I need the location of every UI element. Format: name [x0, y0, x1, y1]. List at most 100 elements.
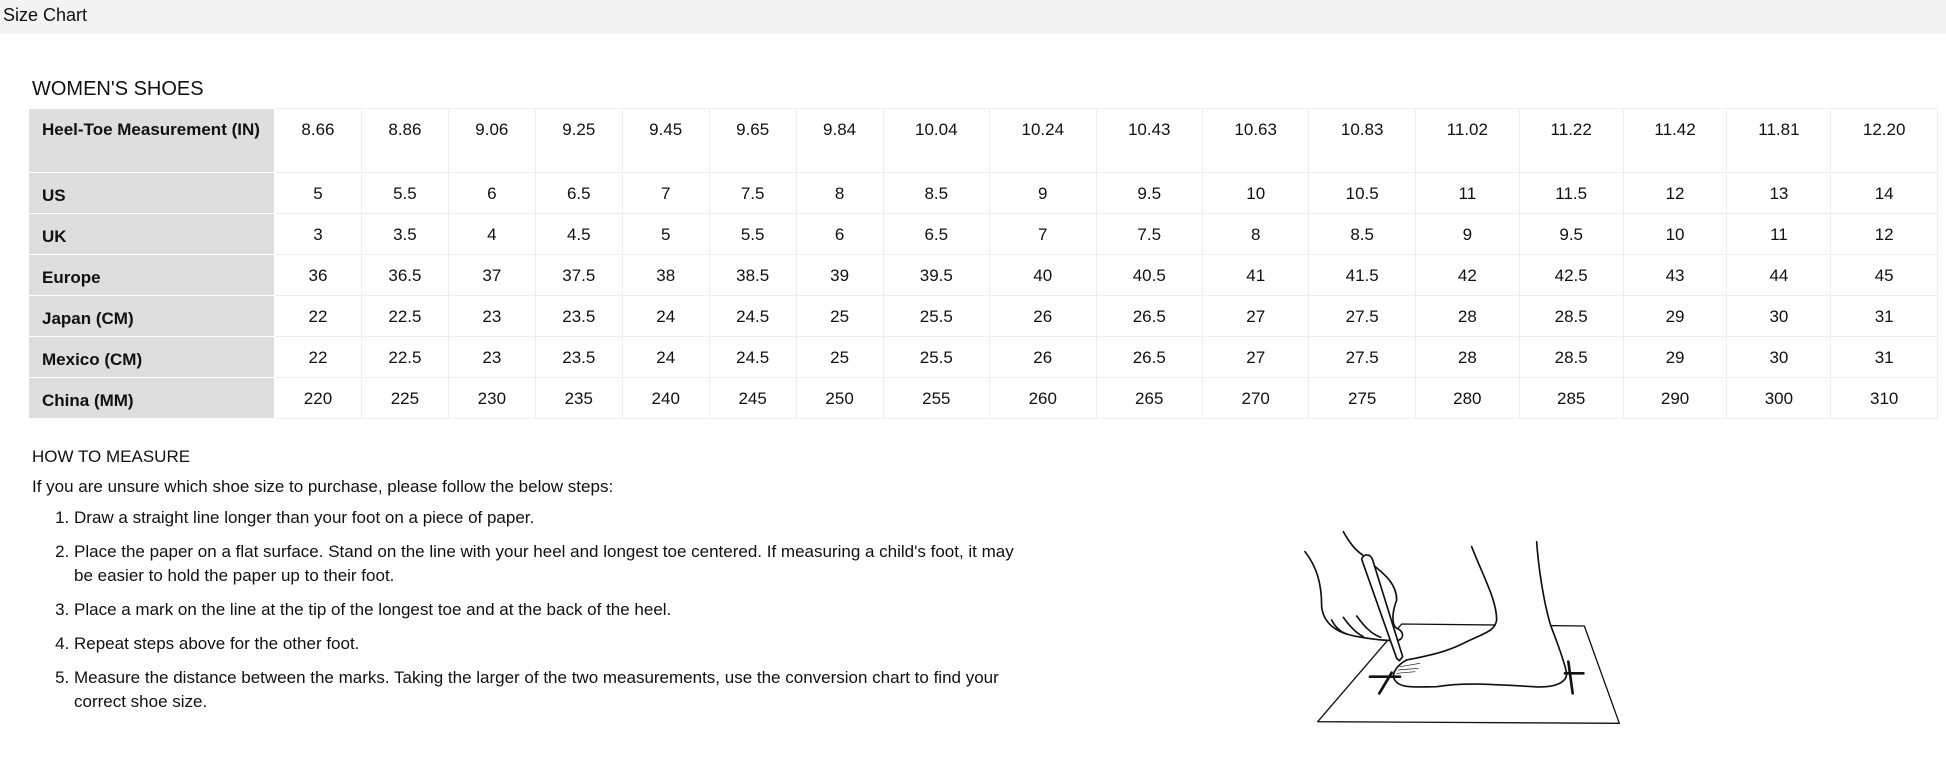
toe-mark — [1368, 671, 1402, 695]
table-row: Heel-Toe Measurement (IN) 8.66 8.86 9.06 9.2… — [28, 108, 1938, 173]
table-cell: 27 — [1201, 336, 1310, 378]
table-cell: 8 — [1201, 213, 1310, 255]
table-cell: 23 — [447, 336, 536, 378]
table-cell: 39.5 — [882, 254, 991, 296]
paper-shape — [1317, 623, 1620, 724]
table-cell: 12.20 — [1830, 108, 1938, 173]
table-cell: 25.5 — [882, 295, 991, 337]
table-cell: 29 — [1622, 295, 1728, 337]
table-cell: 23.5 — [534, 336, 623, 378]
table-cell: 10 — [1201, 172, 1310, 214]
table-cell: 11.22 — [1518, 108, 1624, 173]
header-bar: Size Chart — [0, 0, 1946, 34]
table-cell: 11.42 — [1622, 108, 1728, 173]
table-cell: 6.5 — [534, 172, 623, 214]
table-cell: 40.5 — [1095, 254, 1203, 296]
table-row: Europe 36 36.5 37 37.5 38 38.5 39 39.5 40 40.5 41 41… — [28, 254, 1938, 296]
table-cell: 8.5 — [882, 172, 991, 214]
table-cell: 9.06 — [447, 108, 536, 173]
table-cell: 7.5 — [1095, 213, 1203, 255]
table-cell: 41.5 — [1308, 254, 1416, 296]
size-table: Heel-Toe Measurement (IN) 8.66 8.86 9.06 9.2… — [28, 108, 1938, 419]
table-cell: 30 — [1726, 336, 1832, 378]
table-cell: 3.5 — [360, 213, 449, 255]
table-cell: 10 — [1622, 213, 1728, 255]
table-cell: 10.24 — [989, 108, 1097, 173]
how-to-measure-title: HOW TO MEASURE — [32, 447, 191, 466]
wrist-line — [1342, 530, 1364, 556]
table-cell: 11 — [1726, 213, 1832, 255]
table-cell: 8 — [795, 172, 884, 214]
table-cell: 11 — [1414, 172, 1520, 214]
table-cell: 10.5 — [1308, 172, 1416, 214]
table-cell: 28.5 — [1518, 336, 1624, 378]
table-cell: 22.5 — [360, 295, 449, 337]
table-cell: 220 — [274, 377, 362, 419]
table-cell: 39 — [795, 254, 884, 296]
table-cell: 41 — [1201, 254, 1310, 296]
table-cell: 290 — [1622, 377, 1728, 419]
row-header: Heel-Toe Measurement (IN) — [28, 108, 275, 173]
table-row: Japan (CM) 22 22.5 23 23.5 24 24.5 25 25.5 26 26.5… — [28, 295, 1938, 337]
table-cell: 9.84 — [795, 108, 884, 173]
row-header: UK — [28, 213, 275, 255]
table-cell: 9.25 — [534, 108, 623, 173]
table-cell: 40 — [989, 254, 1097, 296]
table-cell: 37 — [447, 254, 536, 296]
table-cell: 275 — [1308, 377, 1416, 419]
table-cell: 5.5 — [708, 213, 797, 255]
table-cell: 285 — [1518, 377, 1624, 419]
table-cell: 38 — [621, 254, 710, 296]
table-row: US 5 5.5 6 6.5 7 7.5 8 8.5 9 9.5 10 10.5 11 11.5 12 13 14 — [28, 172, 1938, 214]
table-cell: 28 — [1414, 295, 1520, 337]
table-cell: 22 — [274, 336, 362, 378]
steps-list: Draw a straight line longer than your fo… — [32, 506, 1014, 724]
table-cell: 12 — [1622, 172, 1728, 214]
pen-shape — [1360, 554, 1404, 662]
table-cell: 42 — [1414, 254, 1520, 296]
table-cell: 24.5 — [708, 295, 797, 337]
table-cell: 9 — [989, 172, 1097, 214]
table-cell: 30 — [1726, 295, 1832, 337]
table-cell: 44 — [1726, 254, 1832, 296]
foot-shape — [1392, 540, 1568, 688]
table-cell: 13 — [1726, 172, 1832, 214]
table-cell: 9.45 — [621, 108, 710, 173]
step-item: Repeat steps above for the other foot. — [74, 632, 1014, 656]
table-cell: 4 — [447, 213, 536, 255]
table-cell: 230 — [447, 377, 536, 419]
step-item: Measure the distance between the marks. … — [74, 666, 1014, 714]
header-title: Size Chart — [3, 5, 88, 25]
table-cell: 3 — [274, 213, 362, 255]
table-cell: 23 — [447, 295, 536, 337]
table-cell: 5 — [274, 172, 362, 214]
table-cell: 26.5 — [1095, 336, 1203, 378]
row-header: US — [28, 172, 275, 214]
table-cell: 300 — [1726, 377, 1832, 419]
table-cell: 43 — [1622, 254, 1728, 296]
table-cell: 5 — [621, 213, 710, 255]
table-cell: 26.5 — [1095, 295, 1203, 337]
table-cell: 310 — [1830, 377, 1938, 419]
table-cell: 28.5 — [1518, 295, 1624, 337]
table-cell: 9.65 — [708, 108, 797, 173]
finger-lines — [1330, 615, 1382, 639]
table-cell: 36 — [274, 254, 362, 296]
table-cell: 270 — [1201, 377, 1310, 419]
table-cell: 11.5 — [1518, 172, 1624, 214]
table-cell: 10.83 — [1308, 108, 1416, 173]
row-header: Japan (CM) — [28, 295, 275, 337]
table-cell: 280 — [1414, 377, 1520, 419]
table-cell: 9.5 — [1095, 172, 1203, 214]
table-cell: 27.5 — [1308, 336, 1416, 378]
table-cell: 5.5 — [360, 172, 449, 214]
table-cell: 22 — [274, 295, 362, 337]
row-header: Europe — [28, 254, 275, 296]
table-cell: 26 — [989, 336, 1097, 378]
table-cell: 7.5 — [708, 172, 797, 214]
how-to-measure-intro: If you are unsure which shoe size to pur… — [32, 477, 614, 496]
table-cell: 25 — [795, 336, 884, 378]
table-row: China (MM) 220 225 230 235 240 245 250 255 260 265… — [28, 377, 1938, 419]
table-cell: 6 — [447, 172, 536, 214]
table-cell: 24 — [621, 295, 710, 337]
